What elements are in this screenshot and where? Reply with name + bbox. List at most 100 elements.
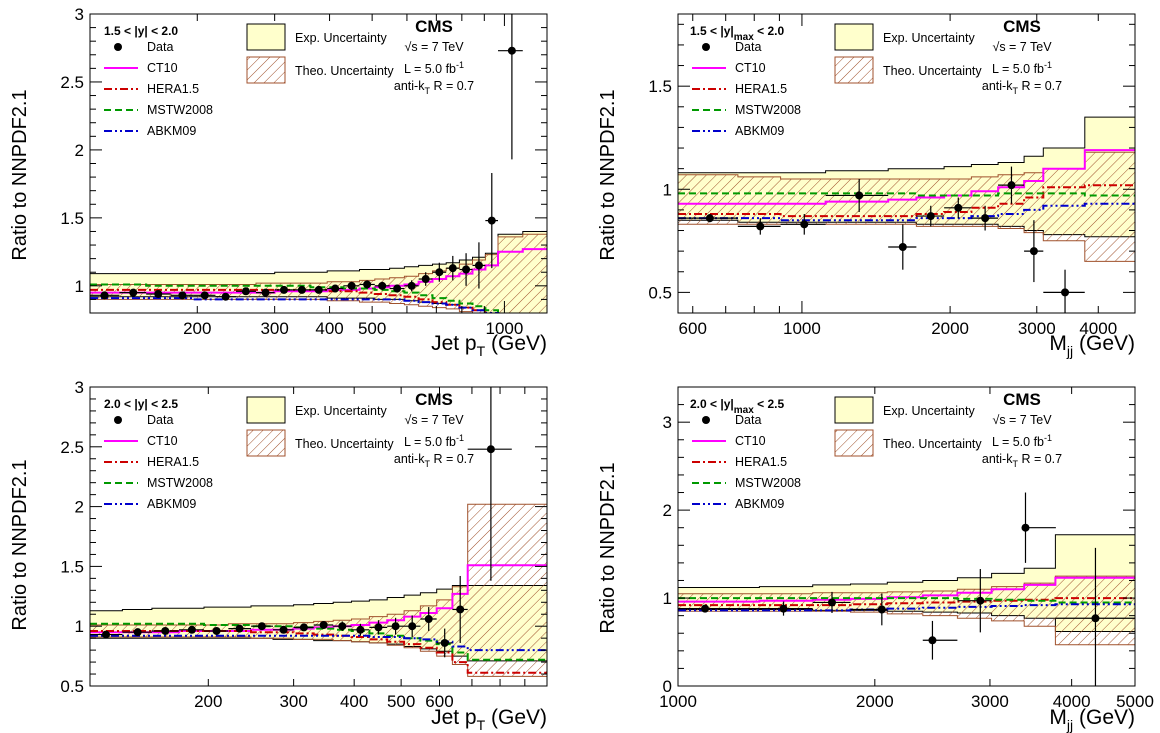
panel-3-theo-band-upper bbox=[90, 503, 547, 626]
panel-4-xtick-label: 5000 bbox=[1116, 692, 1154, 711]
panel-3-ytick-label: 2.5 bbox=[60, 438, 84, 457]
panel-2-series-hera15 bbox=[678, 184, 1135, 218]
panel-3-theo-band-lower bbox=[90, 636, 547, 677]
panel-1-series-mstw2008 bbox=[90, 283, 499, 313]
panel-3-legend-theo-unc: Theo. Uncertainty bbox=[246, 429, 394, 457]
panel-1-legend-abkm: ABKM09 bbox=[104, 124, 196, 138]
panel-3-ytick-label: 2 bbox=[75, 498, 84, 517]
panel-1-legend-mstw: MSTW2008 bbox=[104, 103, 213, 117]
panel-2-ytick-label: 1.5 bbox=[648, 77, 672, 96]
panel-1-legend-exp-unc: Exp. Uncertainty bbox=[246, 23, 387, 51]
panel-3-xtick-label: 200 bbox=[194, 692, 222, 711]
panel-1-xtick-label: 500 bbox=[358, 319, 386, 338]
panel-2-legend-data: Data bbox=[702, 40, 761, 54]
panel-4-data-point bbox=[850, 593, 888, 626]
panel-2-ylabel: Ratio to NNPDF2.1 bbox=[597, 89, 619, 260]
panel-1-legend-data: Data bbox=[114, 40, 173, 54]
panel-4-frame bbox=[677, 386, 1136, 687]
svg-text:Data: Data bbox=[735, 413, 761, 427]
panel-2-legend: Data CT10 HERA1.5 MSTW2008 ABKM09 Exp. Uncert… bbox=[692, 23, 982, 138]
svg-text:Exp. Uncertainty: Exp. Uncertainty bbox=[295, 404, 387, 418]
panel-4-xtick-label: 4000 bbox=[1053, 692, 1091, 711]
panel-1-data-point bbox=[343, 281, 360, 290]
panel-1-data-point bbox=[292, 285, 311, 294]
panel-4-ytick-label: 1 bbox=[663, 589, 672, 608]
panel-3-xtick-label: 600 bbox=[425, 692, 453, 711]
panel-3-frame bbox=[89, 386, 548, 687]
panel-2-legend-theo-unc: Theo. Uncertainty bbox=[834, 56, 982, 84]
panel-1-algo: anti-kT R = 0.7 bbox=[394, 79, 474, 96]
panel-2-data-point bbox=[916, 205, 945, 227]
panel-2-data-point bbox=[971, 205, 999, 231]
svg-text:CT10: CT10 bbox=[147, 434, 178, 448]
panel-4-theo-band bbox=[678, 576, 1135, 645]
panel-4-data-point bbox=[922, 620, 958, 660]
panel-4-legend-theo-unc: Theo. Uncertainty bbox=[834, 429, 982, 457]
panel-1-plot-area bbox=[90, 14, 547, 313]
panel-1-xtick-label: 1000 bbox=[486, 319, 524, 338]
panel-4-ytick-label: 0 bbox=[663, 677, 672, 696]
svg-text:CT10: CT10 bbox=[735, 61, 766, 75]
svg-text:CT10: CT10 bbox=[735, 434, 766, 448]
panel-2-lumi: L = 5.0 fb-1 bbox=[992, 60, 1052, 76]
panel-1-legend: Data CT10 HERA1.5 MSTW2008 ABKM09 Exp. Uncert… bbox=[104, 23, 394, 138]
panel-1-ytick-label: 3 bbox=[75, 5, 84, 24]
svg-text:Exp. Uncertainty: Exp. Uncertainty bbox=[295, 31, 387, 45]
panel-3: 0.5 1 1.5 2 2.5 3 200 300 400 500 600 Data CT10 HERA1… bbox=[60, 378, 548, 711]
panel-2-legend-abkm: ABKM09 bbox=[692, 124, 784, 138]
panel-2-data-point bbox=[1024, 220, 1044, 283]
svg-text:Data: Data bbox=[147, 40, 173, 54]
panel-2-data-point bbox=[944, 197, 972, 219]
panel-4-xtick-label: 1000 bbox=[659, 692, 697, 711]
panel-4-legend-ct10: CT10 bbox=[692, 434, 766, 448]
panel-1-xtick-label: 200 bbox=[183, 319, 211, 338]
panel-4-data-point bbox=[812, 591, 851, 614]
panel-2-text: Ratio to NNPDF2.1 Mjj (GeV) 1.5 < |y|max… bbox=[597, 24, 1135, 359]
panel-1-text: Ratio to NNPDF2.1 Jet pT (GeV) 1.5 < |y|… bbox=[9, 24, 547, 359]
panel-3-data-point bbox=[313, 621, 334, 630]
panel-3-range-label: 2.0 < |y| < 2.5 bbox=[104, 397, 178, 411]
panel-1-ytick-label: 2.5 bbox=[60, 73, 84, 92]
panel-2-xtick-label: 3000 bbox=[1018, 319, 1056, 338]
panel-1-range-label: 1.5 < |y| < 2.0 bbox=[104, 24, 178, 38]
svg-text:HERA1.5: HERA1.5 bbox=[147, 455, 199, 469]
panel-4-lumi: L = 5.0 fb-1 bbox=[992, 433, 1052, 449]
panel-3-ylabel: Ratio to NNPDF2.1 bbox=[9, 459, 31, 630]
panel-3-xlabel: Jet pT (GeV) bbox=[431, 706, 547, 733]
panel-2-data-point bbox=[1043, 269, 1085, 313]
panel-1-sqrt-s: √s = 7 TeV bbox=[404, 40, 464, 54]
panel-4-legend-exp-unc: Exp. Uncertainty bbox=[834, 396, 975, 424]
panel-4-xlabel: Mjj (GeV) bbox=[1049, 706, 1135, 733]
panel-2-series-mstw2008 bbox=[678, 192, 1135, 197]
panel-4-series-abkm09 bbox=[678, 603, 1135, 612]
panel-3-data-point bbox=[351, 623, 370, 636]
panel-4-legend-abkm: ABKM09 bbox=[692, 497, 784, 511]
panel-1-data-point bbox=[418, 272, 433, 286]
svg-text:Exp. Uncertainty: Exp. Uncertainty bbox=[883, 31, 975, 45]
panel-1-data-point bbox=[255, 288, 275, 297]
panel-3-lumi: L = 5.0 fb-1 bbox=[404, 433, 464, 449]
svg-text:ABKM09: ABKM09 bbox=[147, 497, 196, 511]
panel-4-data-point bbox=[1021, 492, 1056, 563]
panel-4-legend-data: Data bbox=[702, 413, 761, 427]
panel-4-data-point bbox=[759, 601, 813, 616]
panel-3-data-point bbox=[436, 628, 453, 658]
panel-3-data-point bbox=[251, 622, 274, 631]
svg-text:HERA1.5: HERA1.5 bbox=[735, 82, 787, 96]
panel-2-series-abkm09 bbox=[678, 202, 1135, 222]
panel-4-series-mstw2008 bbox=[678, 597, 1135, 604]
panel-1-lumi: L = 5.0 fb-1 bbox=[404, 60, 464, 76]
panel-2-legend-hera: HERA1.5 bbox=[692, 82, 787, 96]
panel-4-data-point bbox=[1055, 547, 1135, 686]
panel-3-legend-exp-unc: Exp. Uncertainty bbox=[246, 396, 387, 424]
panel-1-data-point bbox=[446, 255, 460, 281]
panel-4-exp-band-upper bbox=[678, 534, 1135, 588]
panel-4-ytick-label: 3 bbox=[663, 413, 672, 432]
svg-text:Theo. Uncertainty: Theo. Uncertainty bbox=[883, 437, 982, 451]
panel-3-data-point bbox=[228, 624, 252, 633]
panel-3-cms-label: CMS bbox=[415, 390, 453, 409]
svg-text:Theo. Uncertainty: Theo. Uncertainty bbox=[295, 437, 394, 451]
panel-1-cms-label: CMS bbox=[415, 17, 453, 36]
panel-3-data-point bbox=[90, 630, 123, 639]
panel-3-series-abkm09 bbox=[90, 634, 547, 652]
